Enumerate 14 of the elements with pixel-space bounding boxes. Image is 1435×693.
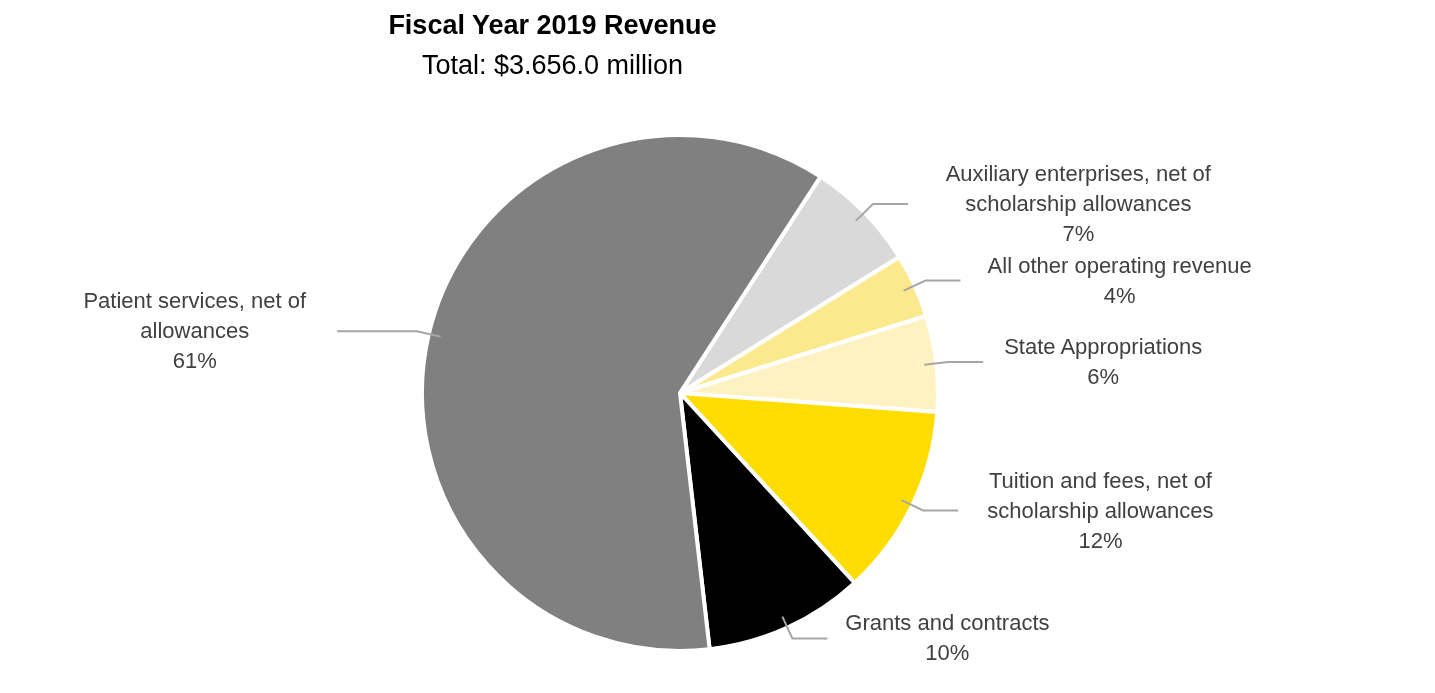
data-label: 7%: [1062, 221, 1095, 247]
data-label: 6%: [1087, 363, 1120, 389]
slice-label: Tuition and fees, net of scholarship allowances: [987, 467, 1214, 523]
slice-label: Auxiliary enterprises, net of scholarship allowances: [945, 161, 1212, 217]
data-label: 12%: [1078, 527, 1123, 553]
slice-label: All other operating revenue: [987, 252, 1252, 278]
chart-title: Fiscal Year 2019 Revenue: [387, 10, 718, 41]
slice-label: Grants and contracts: [845, 610, 1050, 636]
chart-subtitle: Total: $3.656.0 million: [420, 50, 685, 81]
data-label: 10%: [925, 640, 970, 666]
slice-label: Patient services, net of allowances: [83, 288, 307, 344]
data-label: 61%: [172, 348, 217, 374]
data-label: 4%: [1103, 282, 1136, 308]
slice-label: State Appropriations: [1004, 333, 1203, 359]
